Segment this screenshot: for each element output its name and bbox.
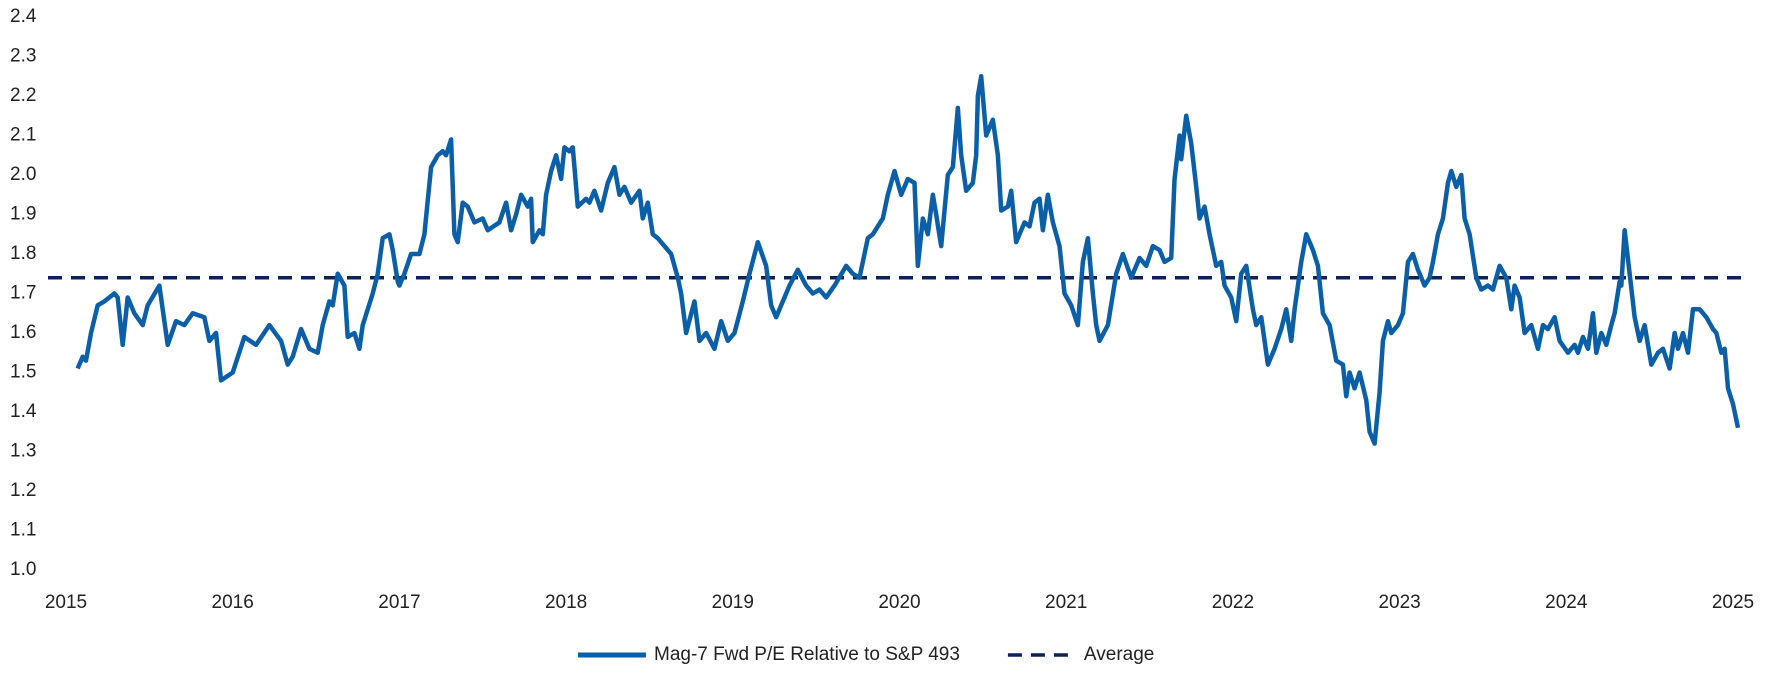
- legend-label: Mag-7 Fwd P/E Relative to S&P 493: [654, 644, 960, 665]
- y-tick-label: 2.0: [10, 164, 36, 185]
- y-tick-label: 1.9: [10, 204, 36, 225]
- legend-label: Average: [1084, 644, 1154, 665]
- x-tick-label: 2021: [1045, 592, 1087, 613]
- x-tick-label: 2022: [1212, 592, 1254, 613]
- y-tick-label: 1.8: [10, 243, 36, 264]
- y-tick-label: 2.1: [10, 125, 36, 146]
- y-tick-label: 1.3: [10, 441, 36, 462]
- x-tick-label: 2023: [1378, 592, 1420, 613]
- x-tick-label: 2018: [545, 592, 587, 613]
- y-tick-label: 1.0: [10, 559, 36, 580]
- x-tick-label: 2024: [1545, 592, 1588, 613]
- y-tick-label: 1.7: [10, 283, 36, 304]
- y-tick-label: 1.4: [10, 401, 37, 422]
- x-tick-label: 2025: [1712, 592, 1754, 613]
- data-line: [75, 74, 1741, 446]
- x-tick-label: 2019: [712, 592, 754, 613]
- y-tick-label: 1.2: [10, 480, 36, 501]
- y-tick-label: 1.5: [10, 362, 36, 383]
- x-tick-label: 2017: [378, 592, 420, 613]
- y-tick-label: 1.6: [10, 322, 36, 343]
- x-tick-label: 2015: [45, 592, 87, 613]
- y-tick-label: 2.4: [10, 6, 37, 27]
- y-tick-label: 2.3: [10, 46, 36, 67]
- x-tick-label: 2020: [878, 592, 920, 613]
- x-tick-label: 2016: [212, 592, 254, 613]
- y-tick-label: 2.2: [10, 85, 36, 106]
- y-tick-label: 1.1: [10, 520, 36, 541]
